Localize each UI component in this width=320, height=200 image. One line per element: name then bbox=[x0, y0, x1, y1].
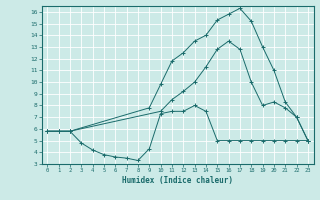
X-axis label: Humidex (Indice chaleur): Humidex (Indice chaleur) bbox=[122, 176, 233, 185]
